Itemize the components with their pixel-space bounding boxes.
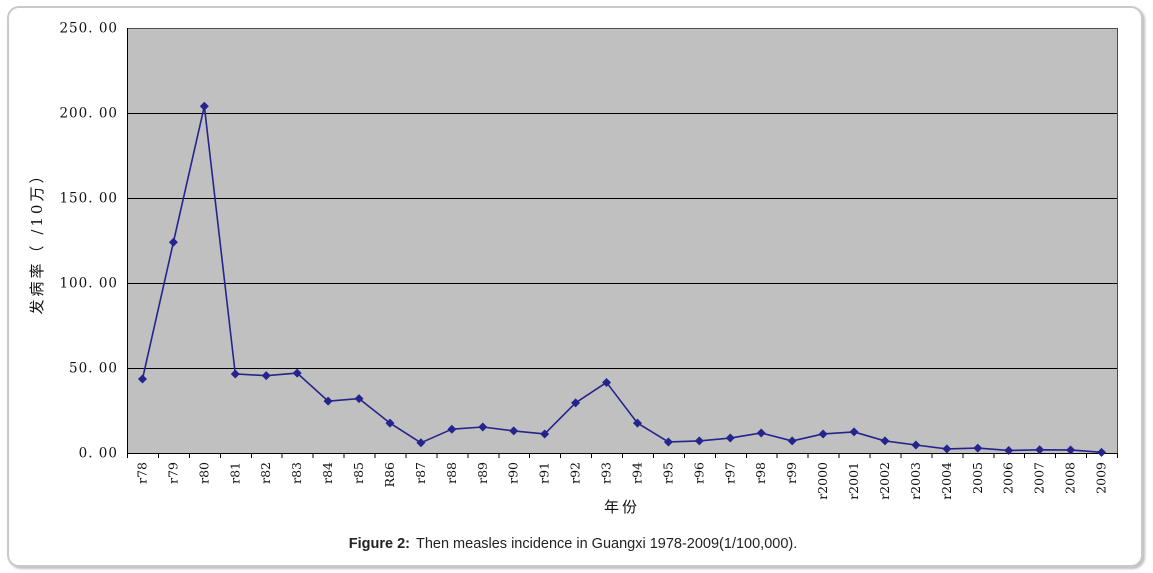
data-point-marker [602, 377, 612, 387]
x-tick-label: r90 [506, 462, 521, 484]
x-tick-label: r78 [134, 462, 149, 484]
x-tick-label: r98 [753, 462, 768, 484]
y-tick-label: 200. 00 [59, 106, 118, 122]
data-point-marker [725, 433, 735, 443]
data-point-marker [787, 436, 797, 446]
x-tick-label: r81 [227, 462, 242, 484]
figure-caption-label: Figure 2: [348, 536, 410, 552]
x-tick-label: 2007 [1032, 462, 1047, 494]
data-point-marker [973, 443, 983, 453]
x-tick-label: r79 [165, 462, 180, 484]
figure-caption-text: Then measles incidence in Guangxi 1978-2… [415, 536, 798, 552]
data-point-marker [818, 429, 828, 439]
x-tick-label: r91 [537, 462, 552, 484]
x-tick-label: 2008 [1063, 462, 1078, 494]
x-tick-label: r83 [289, 462, 304, 484]
data-point-marker [478, 422, 488, 432]
x-tick-label: r80 [196, 462, 211, 484]
data-point-marker [168, 237, 178, 247]
data-point-marker [261, 371, 271, 381]
x-tick-label: r2003 [908, 462, 923, 500]
data-point-marker [911, 440, 921, 450]
data-point-marker [849, 427, 859, 437]
y-tick-label: 100. 00 [59, 276, 118, 292]
data-point-marker [694, 436, 704, 446]
x-tick-label: r94 [629, 462, 644, 484]
data-point-marker [385, 418, 395, 428]
data-point-marker [1066, 445, 1076, 455]
y-axis-title: 发病率（ /10万） [28, 166, 46, 315]
data-point-marker [292, 368, 302, 378]
data-point-marker [137, 374, 147, 384]
x-tick-label: r97 [722, 462, 737, 484]
x-tick-label: r99 [784, 462, 799, 484]
x-tick-label: r87 [413, 462, 428, 484]
data-point-marker [1004, 445, 1014, 455]
data-point-marker [416, 438, 426, 448]
data-point-marker [632, 418, 642, 428]
data-point-marker [354, 394, 364, 404]
x-tick-label: 2006 [1001, 462, 1016, 494]
data-point-marker [230, 369, 240, 379]
y-tick-label: 250. 00 [59, 21, 118, 37]
data-point-marker [199, 101, 209, 111]
data-point-marker [663, 437, 673, 447]
plot-area [127, 28, 1117, 453]
figure-caption: Figure 2: Then measles incidence in Guang… [7, 536, 1139, 552]
x-tick-label: r85 [351, 462, 366, 484]
x-tick-label: r88 [444, 462, 459, 484]
x-axis-title: 年份 [604, 498, 640, 516]
data-point-marker [1097, 447, 1107, 457]
x-tick-label: 2009 [1094, 462, 1109, 494]
x-tick-label: r2000 [815, 462, 830, 500]
x-tick-label: R86 [382, 462, 397, 487]
data-point-marker [756, 428, 766, 438]
x-tick-label: r93 [599, 462, 614, 484]
data-point-marker [323, 396, 333, 406]
x-tick-label: 2005 [970, 462, 985, 494]
x-tick-label: r82 [258, 462, 273, 484]
x-tick-label: r95 [660, 462, 675, 484]
x-tick-label: r92 [568, 462, 583, 484]
x-tick-label: r2001 [846, 462, 861, 500]
data-point-marker [880, 436, 890, 446]
x-tick-label: r89 [475, 462, 490, 484]
series-line [141, 105, 1102, 454]
data-point-marker [942, 444, 952, 454]
data-point-marker [447, 424, 457, 434]
x-tick-label: r84 [320, 462, 335, 484]
y-tick-label: 0. 00 [79, 446, 118, 462]
x-tick-label: r96 [691, 462, 706, 484]
x-tick-label: r2002 [877, 462, 892, 500]
y-tick-label: 150. 00 [59, 191, 118, 207]
data-point-marker [540, 429, 550, 439]
data-point-marker [571, 398, 581, 408]
y-tick-label: 50. 00 [69, 361, 118, 377]
data-point-marker [1035, 445, 1045, 455]
data-point-marker [509, 426, 519, 436]
x-tick-label: r2004 [939, 462, 954, 500]
